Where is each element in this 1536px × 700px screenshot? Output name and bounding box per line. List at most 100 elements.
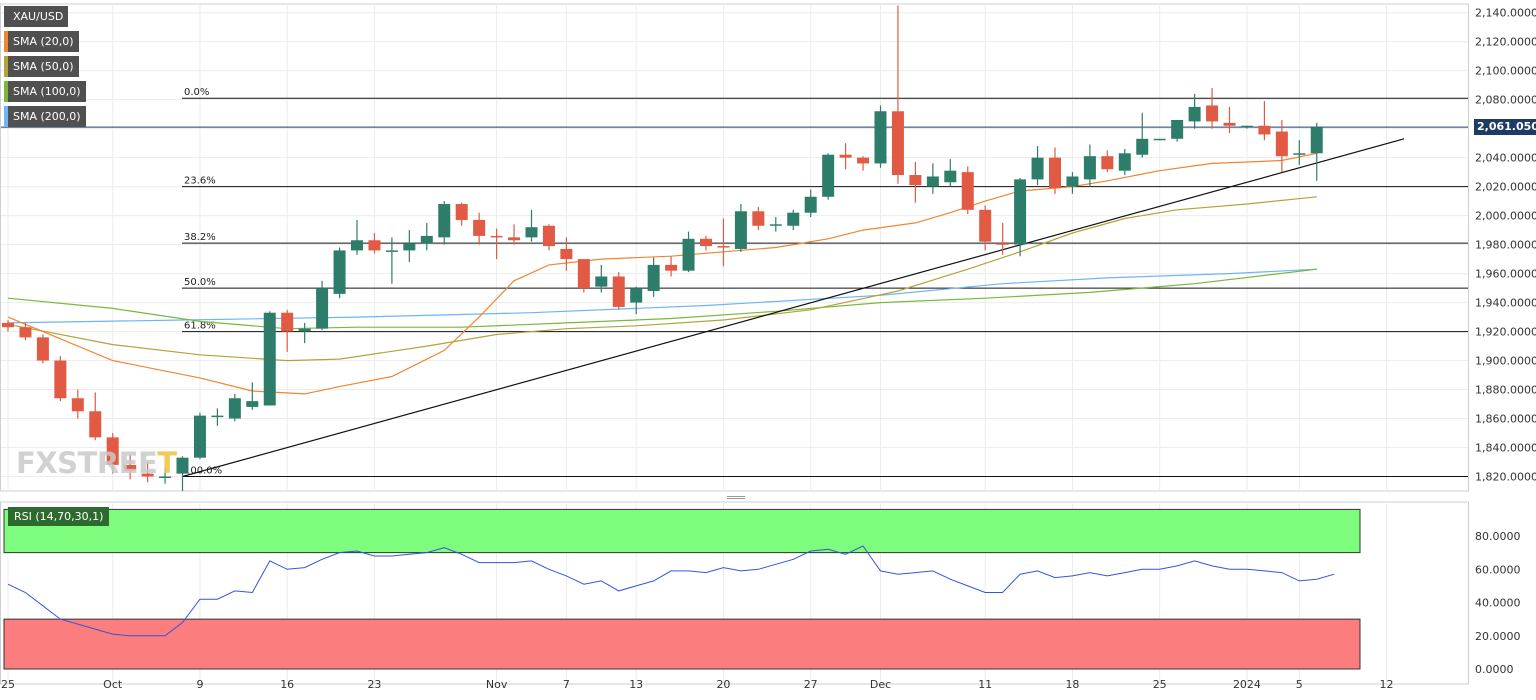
- legend-label: XAU/USD: [8, 6, 69, 27]
- candle-body: [176, 457, 189, 474]
- date-tick-label: 20: [716, 678, 730, 691]
- date-tick-label: 18: [1065, 678, 1079, 691]
- legend-swatch: [4, 106, 8, 127]
- price-tick-label: 2,020.0000: [1475, 181, 1536, 194]
- candle-body: [508, 237, 521, 241]
- date-tick-label: Oct: [103, 678, 123, 691]
- price-tick-label: 1,820.0000: [1475, 471, 1536, 484]
- candle-body: [961, 172, 974, 210]
- rsi-tick-label: 80.0000: [1475, 530, 1521, 543]
- date-tick-label: 16: [280, 678, 294, 691]
- date-tick-label: 13: [629, 678, 643, 691]
- price-tick-label: 2,000.0000: [1475, 210, 1536, 223]
- price-tick-label: 1,980.0000: [1475, 239, 1536, 252]
- legend-swatch: [4, 81, 8, 102]
- grid-layer: [0, 3, 1469, 685]
- legend-item-sma200[interactable]: SMA (200,0): [4, 106, 86, 127]
- candle-body: [525, 227, 538, 238]
- last-price-badge: 2,061.0500: [1474, 119, 1536, 136]
- price-tick-label: 2,080.0000: [1475, 94, 1536, 107]
- candle-body: [891, 111, 904, 176]
- date-tick-label: 23: [367, 678, 381, 691]
- date-tick-label: Nov: [486, 678, 508, 691]
- price-tick-label: 1,860.0000: [1475, 413, 1536, 426]
- candle-body: [1118, 153, 1131, 171]
- candle-body: [612, 276, 625, 307]
- candle-body: [159, 476, 172, 479]
- candle-body: [665, 264, 678, 271]
- candle-body: [1258, 125, 1271, 135]
- candle-body: [542, 225, 555, 247]
- candle-body: [246, 401, 259, 407]
- price-panel-frame: [0, 3, 1469, 492]
- candle-body: [1171, 119, 1184, 139]
- price-tick-label: 2,120.0000: [1475, 36, 1536, 49]
- date-tick-label: 5: [1296, 678, 1303, 691]
- rsi-tick-label: 60.0000: [1475, 563, 1521, 576]
- candle-body: [804, 196, 817, 213]
- candle-body: [1275, 131, 1288, 157]
- sma-20-line: [7, 152, 1317, 395]
- price-tick-label: 2,140.0000: [1475, 7, 1536, 20]
- candle-body: [1066, 176, 1079, 187]
- date-tick-label: 25: [1153, 678, 1167, 691]
- candle-body: [1206, 105, 1219, 122]
- candle-body: [734, 211, 747, 249]
- candle-body: [385, 250, 398, 252]
- rsi-label[interactable]: RSI (14,70,30,1): [8, 507, 110, 526]
- candle-body: [2, 322, 14, 328]
- candle-body: [403, 243, 416, 251]
- candle-body: [1240, 125, 1253, 128]
- candle-body: [36, 337, 49, 361]
- candle-body: [438, 204, 451, 238]
- candle-body: [473, 219, 486, 236]
- legend-item-sma50[interactable]: SMA (50,0): [4, 56, 86, 77]
- candle-body: [1293, 153, 1306, 155]
- date-tick-label: 9: [196, 678, 203, 691]
- date-tick-label: Dec: [870, 678, 891, 691]
- price-tick-label: 1,920.0000: [1475, 326, 1536, 339]
- candle-body: [577, 259, 590, 289]
- legend-swatch: [4, 6, 8, 27]
- candle-body: [1136, 138, 1149, 155]
- date-tick-label: 25: [1, 678, 15, 691]
- candle-body: [1083, 156, 1096, 180]
- rsi-oversold-zone: [3, 618, 1361, 670]
- panel-resize-handle[interactable]: [727, 496, 745, 499]
- trendline: [182, 138, 1405, 478]
- rsi-tick-label: 0.0000: [1475, 663, 1514, 676]
- legend-item-sma100[interactable]: SMA (100,0): [4, 81, 86, 102]
- candlesticks: [2, 5, 1323, 491]
- candle-body: [682, 238, 695, 271]
- rsi-panel: [3, 508, 1361, 670]
- candle-body: [996, 243, 1009, 245]
- candle-body: [909, 175, 922, 186]
- price-tick-label: 2,040.0000: [1475, 152, 1536, 165]
- candle-body: [595, 276, 608, 287]
- rsi-line: [7, 545, 1335, 637]
- date-tick-label: 11: [978, 678, 992, 691]
- legend-item-sma20[interactable]: SMA (20,0): [4, 31, 86, 52]
- candle-body: [857, 157, 870, 164]
- candle-body: [839, 154, 852, 158]
- price-tick-label: 1,940.0000: [1475, 297, 1536, 310]
- candle-body: [1049, 157, 1061, 189]
- candle-body: [124, 464, 137, 471]
- legend-item-xauusd[interactable]: XAU/USD: [4, 6, 86, 27]
- candle-body: [717, 246, 730, 248]
- candle-body: [211, 415, 224, 418]
- candle-body: [71, 398, 84, 412]
- fibonacci-level-label: 50.0%: [184, 277, 216, 288]
- candle-body: [298, 328, 311, 332]
- candle-body: [647, 264, 660, 291]
- candle-body: [979, 209, 992, 242]
- candle-body: [228, 398, 241, 419]
- legend-label: SMA (50,0): [8, 56, 79, 77]
- candle-body: [193, 415, 206, 458]
- candle-body: [822, 154, 835, 197]
- candle-body: [787, 212, 800, 226]
- candle-body: [141, 473, 154, 477]
- fibonacci-level-label: 61.8%: [184, 321, 216, 332]
- candle-body: [1101, 156, 1114, 170]
